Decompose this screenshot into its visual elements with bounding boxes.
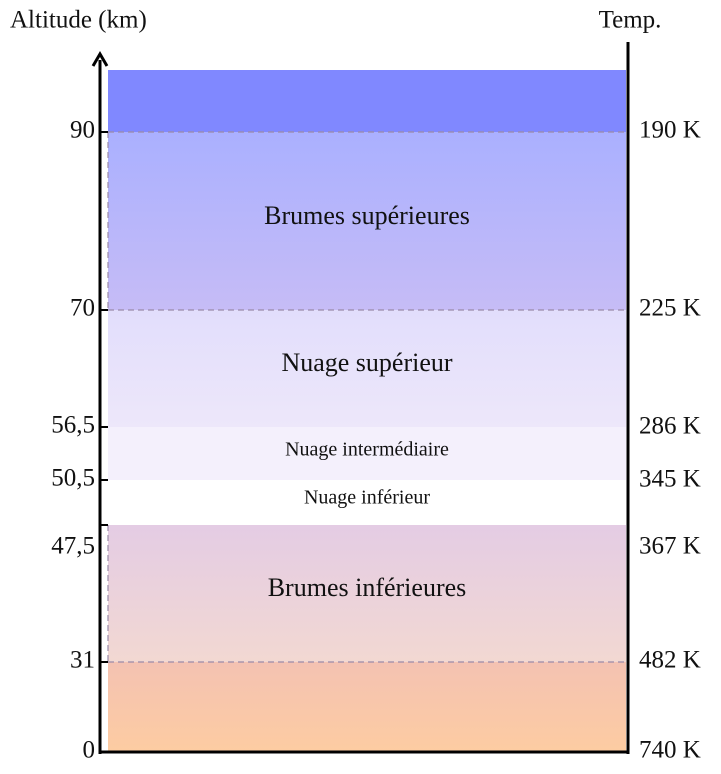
altitude-label: 50,5 <box>51 465 95 492</box>
altitude-label: 90 <box>70 117 95 144</box>
temperature-label: 345 K <box>639 466 701 493</box>
altitude-label: 70 <box>70 295 95 322</box>
axis-label: Altitude (km) <box>10 7 147 34</box>
temperature-label: 225 K <box>639 295 701 322</box>
altitude-label: 56,5 <box>51 412 95 439</box>
axis-label: Temp. <box>599 7 662 34</box>
layer-band <box>108 525 626 662</box>
altitude-label: 0 <box>83 737 96 764</box>
layer-label: Brumes inférieures <box>268 573 467 602</box>
temperature-label: 190 K <box>639 117 701 144</box>
layer-band <box>108 70 626 132</box>
temperature-label: 367 K <box>639 533 701 560</box>
layer-band <box>108 310 626 427</box>
axis-arrow <box>91 51 109 67</box>
temperature-label: 286 K <box>639 413 701 440</box>
layer-label: Nuage intermédiaire <box>285 439 449 461</box>
layer-label: Brumes supérieures <box>264 201 470 230</box>
layer-band <box>108 662 626 752</box>
layer-label: Nuage supérieur <box>281 348 452 377</box>
altitude-label: 47,5 <box>51 533 95 560</box>
altitude-label: 31 <box>70 647 95 674</box>
layer-band <box>108 427 626 480</box>
temperature-label: 740 K <box>639 737 701 764</box>
temperature-label: 482 K <box>639 647 701 674</box>
layer-band <box>108 132 626 310</box>
layer-label: Nuage inférieur <box>304 487 430 509</box>
layer-band <box>108 480 626 525</box>
